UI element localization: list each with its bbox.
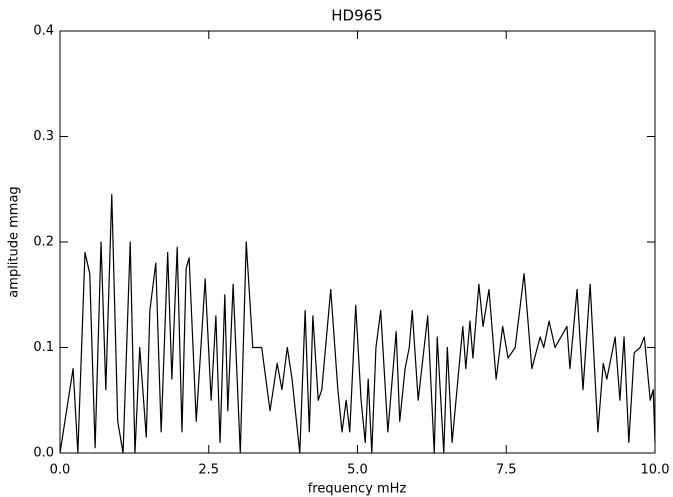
chart-title: HD965 (331, 7, 382, 25)
x-tick-label: 5.0 (347, 463, 368, 478)
y-tick-label: 0.4 (33, 24, 54, 39)
y-tick-label: 0.3 (33, 129, 54, 144)
x-axis-label: frequency mHz (308, 482, 407, 497)
x-tick-label: 10.0 (641, 463, 670, 478)
x-tick-label: 7.5 (496, 463, 517, 478)
y-tick-label: 0.1 (33, 340, 54, 355)
x-tick-label: 0.0 (50, 463, 71, 478)
spectrum-line (59, 193, 656, 454)
y-axis-label: amplitude mmag (7, 186, 22, 297)
y-tick-label: 0.0 (33, 446, 54, 461)
x-tick-label: 2.5 (198, 463, 219, 478)
y-tick-label: 0.2 (33, 235, 54, 250)
